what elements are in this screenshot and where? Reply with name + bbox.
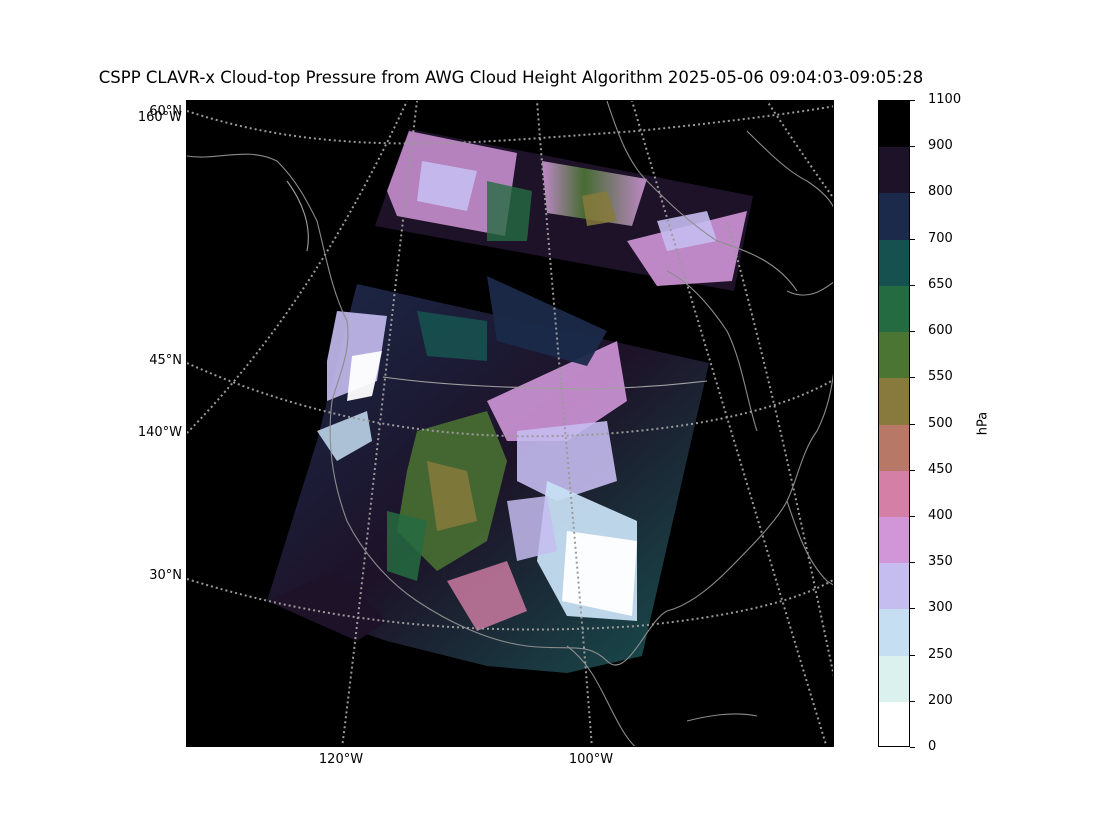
colorbar-tick-label: 200	[928, 692, 953, 708]
colorbar-segment	[879, 193, 909, 241]
colorbar-tick-label: 0	[928, 739, 937, 754]
colorbar-segment	[879, 332, 909, 380]
colorbar-segment	[879, 378, 909, 426]
colorbar-segment	[879, 701, 909, 746]
colorbar-tick-label: 1100	[928, 92, 962, 107]
colorbar-tick-mark	[910, 515, 915, 517]
colorbar-segment	[879, 609, 909, 657]
colorbar-segment	[879, 516, 909, 565]
colorbar-tick-mark	[910, 284, 915, 286]
colorbar-tick-mark	[910, 238, 915, 240]
lat-label-30n: 30°N	[149, 568, 182, 583]
colorbar-segment	[879, 239, 909, 287]
colorbar-unit-label: hPa	[975, 411, 991, 436]
colorbar-tick-label: 650	[928, 276, 953, 292]
lat-label-60n: 60°N	[149, 104, 182, 119]
colorbar-tick-mark	[910, 608, 915, 610]
colorbar-tick-label: 250	[928, 646, 953, 662]
graticule	[187, 101, 833, 746]
colorbar-tick-label: 800	[928, 184, 953, 200]
lon-label-120w: 120°W	[318, 752, 364, 767]
lon-label-160w: 160°W	[137, 110, 182, 125]
map-canvas	[187, 101, 833, 746]
colorbar-tick-label: 500	[928, 415, 953, 431]
lat-label-45n: 45°N	[149, 353, 182, 368]
upper-swath	[375, 129, 753, 291]
colorbar-tick-label: 900	[928, 138, 953, 154]
map-panel[interactable]	[186, 100, 834, 747]
colorbar-tick-mark	[910, 146, 915, 148]
colorbar-segment	[879, 285, 909, 334]
colorbar-tick-label: 600	[928, 323, 953, 339]
colorbar-segment	[879, 424, 909, 472]
colorbar-tick-label: 350	[928, 554, 953, 570]
colorbar-tick-mark	[910, 654, 915, 656]
colorbar-tick-mark	[910, 331, 915, 333]
colorbar-tick-label: 700	[928, 230, 953, 246]
colorbar-segment	[879, 147, 909, 195]
lon-label-100w: 100°W	[568, 752, 614, 767]
colorbar-tick-label: 550	[928, 369, 953, 385]
colorbar	[878, 100, 910, 747]
colorbar-tick-mark	[910, 377, 915, 379]
colorbar-tick-label: 450	[928, 461, 953, 477]
colorbar-tick-mark	[910, 747, 915, 748]
colorbar-segment	[879, 470, 909, 518]
colorbar-tick-mark	[910, 100, 915, 101]
colorbar-tick-mark	[910, 469, 915, 471]
colorbar-tick-mark	[910, 423, 915, 425]
map-title: CSPP CLAVR-x Cloud-top Pressure from AWG…	[98, 68, 924, 87]
colorbar-tick-label: 400	[928, 507, 953, 523]
colorbar-tick-mark	[910, 192, 915, 194]
colorbar-segment	[879, 655, 909, 703]
colorbar-segment	[879, 563, 909, 611]
main-swath	[267, 276, 709, 673]
colorbar-segment	[879, 101, 909, 149]
colorbar-tick-mark	[910, 562, 915, 564]
colorbar-tick-mark	[910, 700, 915, 702]
lon-label-140w: 140°W	[137, 425, 182, 440]
colorbar-tick-label: 300	[928, 600, 953, 616]
